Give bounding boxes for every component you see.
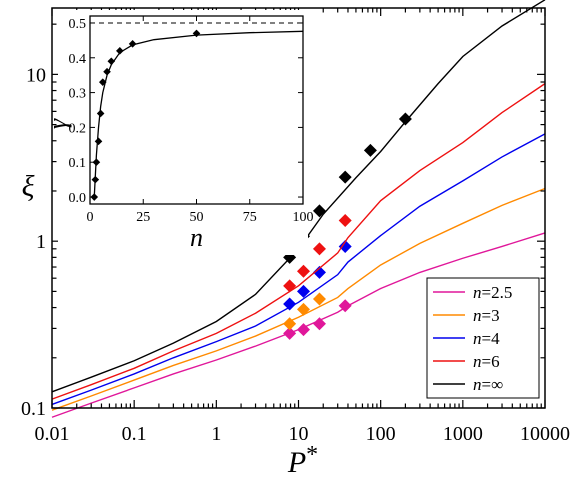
series-3-marker [338,214,352,228]
series-2-marker [296,284,310,298]
inset-y-tick-label: 0.1 [69,156,87,171]
legend-label: n=4 [473,329,500,348]
legend-label: n=2.5 [473,283,512,302]
series-2-marker [312,265,326,279]
series-2-marker [283,297,297,311]
inset-fit-line [93,30,304,198]
inset-x-tick-label: 50 [190,210,204,225]
y-axis-label: ξ [22,170,35,203]
series-1-marker [283,317,297,331]
inset-data-point [128,40,137,48]
inset-content [90,22,304,201]
inset-data-point [96,109,105,118]
series-1-marker [296,302,310,316]
series-4-marker [398,112,412,126]
inset-y-tick-label: 0.3 [69,87,87,102]
x-tick-label: 0.1 [122,423,147,445]
series-0-marker [283,326,297,340]
x-tick-label: 1000 [443,423,483,445]
y-tick-label: 1 [36,231,46,253]
inset-x-tick-label: 0 [87,210,94,225]
inset-data-point [192,29,201,38]
inset-x-tick-label: 100 [293,210,314,225]
inset-y-tick-label: 0.4 [69,52,87,67]
legend-label: n=∞ [473,375,503,394]
inset-y-tick-label: 0.2 [69,121,87,136]
x-tick-label: 100 [366,423,396,445]
inset-data-point [94,137,103,146]
inset-x-tick-label: 75 [243,210,257,225]
series-3-marker [296,264,310,278]
inset-x-tick-label: 25 [136,210,150,225]
series-line-2 [51,133,546,406]
series-1-marker [312,292,326,306]
inset-y-tick-label: 0.5 [69,17,87,32]
inset-data-point [103,67,111,76]
series-4-marker [338,170,352,184]
inset-x-axis-label: n [190,223,203,252]
x-axis-label: P* [287,442,318,478]
inset-data-point [98,78,107,86]
series-0-marker [296,323,310,337]
series-line-3 [51,83,546,400]
x-tick-label: 10 [289,423,309,445]
inset-data-point [107,57,116,66]
legend-label: n=6 [473,352,500,371]
inset-axis-ticks: 0 25 50 75 100 0.0 0.1 0.2 0.3 0.4 0.5 [69,16,314,225]
series-0-marker [338,299,352,313]
legend: n=2.5 n=3 n=4 n=6 n=∞ [426,277,540,399]
y-tick-label: 0.1 [21,398,46,420]
inset-data-point [92,158,101,167]
inset-data-point [91,175,100,184]
x-tick-label: 1 [211,423,221,445]
series-2-marker [338,239,352,253]
legend-label: n=3 [473,306,500,325]
y-tick-label: 10 [26,64,46,86]
inset-data-point [116,47,124,55]
series-4-marker [363,143,377,157]
series-3-marker [312,242,326,256]
series-3-marker [283,279,297,293]
main-series-layer [51,0,546,418]
x-tick-label: 10000 [520,423,570,445]
inset-background [58,10,308,255]
series-0-marker [312,317,326,331]
inset-plot: 0 25 50 75 100 0.0 0.1 0.2 0.3 0.4 0.5 n γ [43,10,314,255]
x-tick-label: 0.01 [35,423,70,445]
series-line-1 [51,187,546,411]
series-4-marker [283,250,297,264]
inset-y-axis-label: γ [43,118,72,129]
inset-y-tick-label: 0.0 [69,191,87,206]
series-4-marker [312,204,326,218]
series-line-4 [51,0,546,393]
